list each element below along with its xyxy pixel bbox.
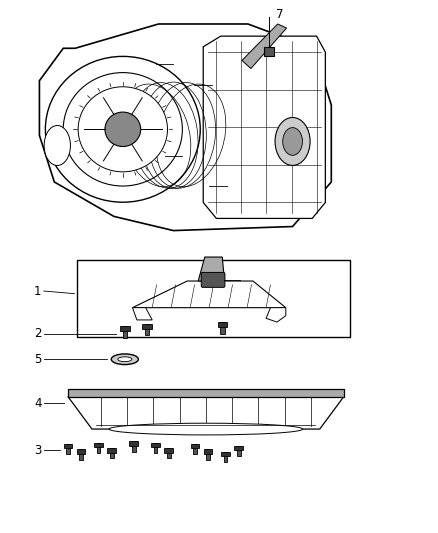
Ellipse shape — [44, 126, 71, 165]
Bar — [204, 449, 212, 454]
Bar — [107, 448, 116, 453]
Ellipse shape — [118, 357, 132, 362]
Polygon shape — [198, 257, 224, 281]
Polygon shape — [266, 308, 286, 322]
Bar — [206, 449, 210, 459]
Bar — [97, 443, 100, 453]
Bar — [94, 443, 103, 447]
Bar — [191, 444, 199, 448]
Bar — [164, 448, 173, 453]
Bar — [123, 326, 127, 338]
Bar — [220, 322, 225, 334]
Bar — [218, 322, 227, 327]
Bar — [77, 449, 85, 454]
Text: 1: 1 — [34, 285, 42, 297]
Text: 2: 2 — [34, 327, 42, 340]
Ellipse shape — [275, 117, 310, 165]
Polygon shape — [68, 397, 344, 429]
Ellipse shape — [109, 423, 303, 435]
Bar — [64, 444, 72, 448]
Polygon shape — [132, 281, 286, 308]
Bar — [68, 389, 344, 397]
Bar — [221, 452, 230, 456]
Text: 7: 7 — [276, 7, 283, 21]
Ellipse shape — [78, 87, 167, 172]
Text: 6: 6 — [244, 273, 251, 286]
Bar — [110, 448, 113, 458]
Polygon shape — [242, 24, 286, 69]
Ellipse shape — [283, 127, 302, 155]
Ellipse shape — [46, 56, 200, 202]
Polygon shape — [203, 36, 325, 219]
Ellipse shape — [111, 354, 138, 365]
Bar — [132, 441, 135, 451]
Polygon shape — [39, 24, 331, 231]
Ellipse shape — [105, 112, 141, 147]
Bar — [264, 47, 274, 56]
FancyBboxPatch shape — [201, 272, 225, 287]
Bar — [193, 444, 197, 454]
Text: 5: 5 — [34, 353, 42, 366]
Bar — [79, 449, 83, 459]
Bar — [237, 446, 240, 456]
Ellipse shape — [63, 72, 182, 186]
Polygon shape — [132, 308, 152, 320]
Bar — [120, 326, 130, 332]
Bar — [167, 448, 170, 458]
Bar — [129, 441, 138, 446]
Bar — [142, 324, 152, 329]
Bar — [66, 444, 70, 454]
Text: 4: 4 — [34, 397, 42, 409]
Text: 3: 3 — [34, 444, 42, 457]
Bar — [145, 324, 149, 335]
Bar — [154, 443, 157, 453]
Bar — [224, 452, 227, 462]
Bar — [151, 443, 160, 447]
Bar — [234, 446, 243, 450]
Bar — [77, 260, 350, 337]
